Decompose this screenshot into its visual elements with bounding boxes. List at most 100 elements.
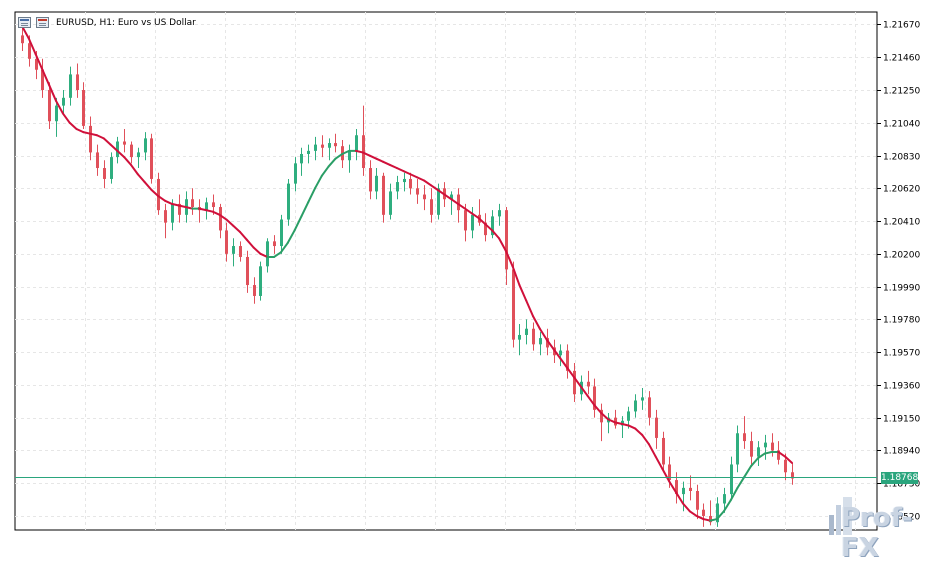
candle-body xyxy=(35,58,38,70)
candle-body xyxy=(164,210,167,223)
candle-body xyxy=(382,175,385,215)
candle-body xyxy=(559,350,562,356)
candle-body xyxy=(389,191,392,215)
moving-average-segment xyxy=(334,152,344,160)
candle-body xyxy=(450,194,453,200)
moving-average-segment xyxy=(95,134,105,140)
moving-average-segment xyxy=(109,143,119,152)
moving-average-segment xyxy=(511,265,521,287)
moving-average-segment xyxy=(695,514,705,521)
candle-body xyxy=(491,216,494,236)
candle-body xyxy=(716,503,719,523)
moving-average-segment xyxy=(21,25,30,40)
price-tick-label: 1.19780 xyxy=(883,316,920,326)
watermark-logo: Prof-FX xyxy=(819,493,944,563)
candle-body xyxy=(505,210,508,270)
moving-average-segment xyxy=(559,357,569,369)
chart-title: EURUSD, H1: Euro vs US Dollar xyxy=(56,18,196,28)
moving-average-segment xyxy=(729,486,739,502)
moving-average-segment xyxy=(627,424,637,430)
moving-average-segment xyxy=(218,213,228,221)
candle-body xyxy=(130,144,133,158)
moving-average-segment xyxy=(143,181,153,191)
moving-average-segment xyxy=(416,176,426,182)
candle-body xyxy=(334,143,337,147)
price-chart[interactable]: 1.21670 1.21460 1.21250 1.21040 1.20830 1.206… xyxy=(0,0,944,544)
moving-average-segment xyxy=(423,179,432,187)
moving-average-segment xyxy=(341,149,351,155)
candle-body xyxy=(512,269,515,340)
candle-body xyxy=(123,141,126,145)
moving-average-segment xyxy=(552,348,562,360)
candle-body xyxy=(96,152,99,169)
candle-body xyxy=(709,515,712,523)
candle-body xyxy=(300,153,303,164)
candle-body xyxy=(634,400,637,412)
price-tick-label: 1.20830 xyxy=(883,153,920,163)
moving-average-segment xyxy=(89,132,98,137)
price-tick-label: 1.20200 xyxy=(883,251,920,261)
candle-body xyxy=(423,194,426,200)
moving-average-segment xyxy=(566,366,575,379)
candle-body xyxy=(116,141,119,158)
candle-body xyxy=(28,43,31,59)
candle-body xyxy=(396,182,399,192)
candle-body xyxy=(532,328,535,345)
price-tick-label: 1.20410 xyxy=(883,218,920,228)
moving-average-segment xyxy=(170,202,180,207)
candle-body xyxy=(566,350,569,371)
window-icon[interactable] xyxy=(18,17,31,28)
moving-average-segment xyxy=(375,157,385,163)
trade-panel-icon[interactable] xyxy=(36,17,49,28)
candle-body xyxy=(416,188,419,195)
moving-average-segment xyxy=(68,121,78,131)
moving-average-segment xyxy=(102,137,112,146)
moving-average-segment xyxy=(525,299,535,318)
moving-average-segment xyxy=(470,212,480,219)
moving-average-segment xyxy=(668,480,678,494)
candle-body xyxy=(212,202,215,208)
moving-average-segment xyxy=(211,210,221,216)
candle-body xyxy=(171,203,174,223)
moving-average-segment xyxy=(293,215,303,232)
candle-body xyxy=(498,210,501,217)
candle-body xyxy=(437,188,440,215)
candle-body xyxy=(648,397,651,418)
candle-body xyxy=(253,285,256,296)
candle-body xyxy=(205,202,208,211)
moving-average-segment xyxy=(545,338,555,351)
price-tick-label: 1.21670 xyxy=(883,21,920,31)
moving-average-segment xyxy=(586,394,596,407)
moving-average-segment xyxy=(157,195,167,202)
candle-body xyxy=(137,152,140,158)
candle-body xyxy=(287,183,290,220)
moving-average-segment xyxy=(634,427,644,436)
moving-average-segment xyxy=(402,170,412,176)
moving-average-segment xyxy=(259,252,269,258)
moving-average-segment xyxy=(286,229,296,244)
candle-body xyxy=(668,464,671,481)
candle-body xyxy=(219,207,222,231)
candle-body xyxy=(110,157,113,179)
moving-average-segment xyxy=(48,84,58,102)
candle-body xyxy=(82,90,85,126)
moving-average-segment xyxy=(232,224,242,233)
candle-body xyxy=(791,472,794,479)
moving-average-segment xyxy=(491,229,500,240)
candle-body xyxy=(157,178,160,211)
moving-average-segment xyxy=(709,518,719,522)
candle-body xyxy=(675,480,678,495)
candle-body xyxy=(655,417,658,438)
candle-body xyxy=(750,441,753,457)
moving-average-segment xyxy=(41,68,51,87)
moving-average-segment xyxy=(572,376,582,388)
moving-average-segment xyxy=(130,163,139,176)
candle-body xyxy=(784,459,787,473)
moving-average-segment xyxy=(368,154,378,160)
candle-body xyxy=(702,509,705,516)
candle-body xyxy=(682,487,685,495)
candle-body xyxy=(546,338,549,348)
moving-average-segment xyxy=(681,502,691,513)
candle-body xyxy=(471,214,474,231)
